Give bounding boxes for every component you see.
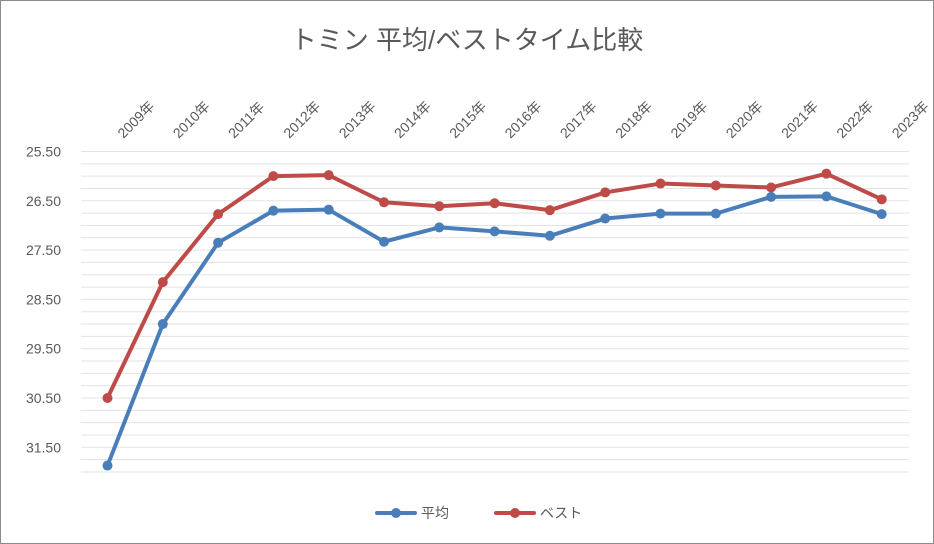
y-tick-label: 28.50: [26, 291, 61, 307]
series-1-point: [213, 209, 224, 220]
series-0-point: [434, 222, 445, 233]
series-1-point: [102, 393, 113, 403]
y-tick-label: 25.50: [26, 144, 61, 160]
series-1-point: [489, 198, 500, 209]
x-tick-label: 2009年: [114, 98, 157, 141]
series-0-point: [268, 205, 279, 216]
series-0-point: [766, 191, 777, 202]
series-1-point: [821, 168, 832, 179]
series-0-point: [323, 204, 334, 215]
x-tick-label: 2020年: [723, 98, 766, 141]
series-1-point: [323, 170, 334, 181]
x-tick-label: 2011年: [225, 99, 268, 142]
series-1-point: [600, 187, 611, 198]
y-tick-label: 27.50: [26, 242, 61, 258]
series-0-point: [876, 209, 887, 220]
chart-title: トミン 平均/ベストタイム比較: [291, 25, 643, 55]
legend-label: ベスト: [540, 505, 582, 521]
series-1-point: [876, 194, 887, 205]
legend-swatch-marker: [391, 508, 401, 518]
y-tick-label: 29.50: [26, 341, 61, 357]
legend: 平均 ベスト: [375, 505, 582, 521]
x-tick-label: 2014年: [391, 98, 434, 141]
x-tick-label: 2010年: [170, 98, 213, 141]
series-0-point: [655, 208, 666, 219]
series-1-point: [766, 182, 777, 193]
series-1-point: [655, 178, 666, 189]
series-0-point: [102, 460, 113, 471]
legend-swatch-marker: [510, 508, 520, 518]
x-tick-label: 2013年: [336, 98, 379, 141]
x-tick-label: 2023年: [889, 98, 932, 141]
series-0-point: [600, 213, 611, 224]
series-1-point: [379, 197, 389, 208]
series-0-point: [379, 236, 389, 247]
series-0-point: [710, 208, 721, 219]
y-axis-ticks: 25.50 26.50 27.50 28.50 29.50 30.50 31.50: [26, 144, 61, 456]
series-0-point: [213, 237, 224, 248]
series-line-0: [105, 194, 884, 468]
legend-label: 平均: [421, 505, 449, 521]
series-1-point: [157, 277, 168, 288]
series-layer: [102, 168, 887, 471]
series-1-point: [544, 205, 555, 216]
series-0-point: [544, 230, 555, 241]
x-tick-label: 2016年: [501, 98, 544, 141]
series-1-point: [434, 201, 445, 212]
series-0-point: [821, 191, 832, 202]
y-tick-label: 26.50: [26, 193, 61, 209]
series-1-point: [268, 171, 279, 182]
x-tick-label: 2022年: [833, 98, 876, 141]
series-0-point: [157, 319, 168, 330]
x-axis-ticks: 2009年 2010年 2011年 2012年 2013年 2014年 2015年 2016年…: [114, 98, 931, 141]
x-tick-label: 2015年: [446, 98, 489, 141]
x-tick-label: 2019年: [667, 98, 710, 141]
x-tick-label: 2012年: [280, 98, 323, 141]
y-tick-label: 30.50: [26, 390, 61, 406]
series-1-point: [710, 180, 721, 191]
series-0-point: [489, 226, 500, 237]
x-tick-label: 2021年: [778, 98, 821, 141]
x-tick-label: 2018年: [612, 98, 655, 141]
y-tick-label: 31.50: [26, 439, 61, 455]
x-tick-label: 2017年: [557, 98, 600, 141]
